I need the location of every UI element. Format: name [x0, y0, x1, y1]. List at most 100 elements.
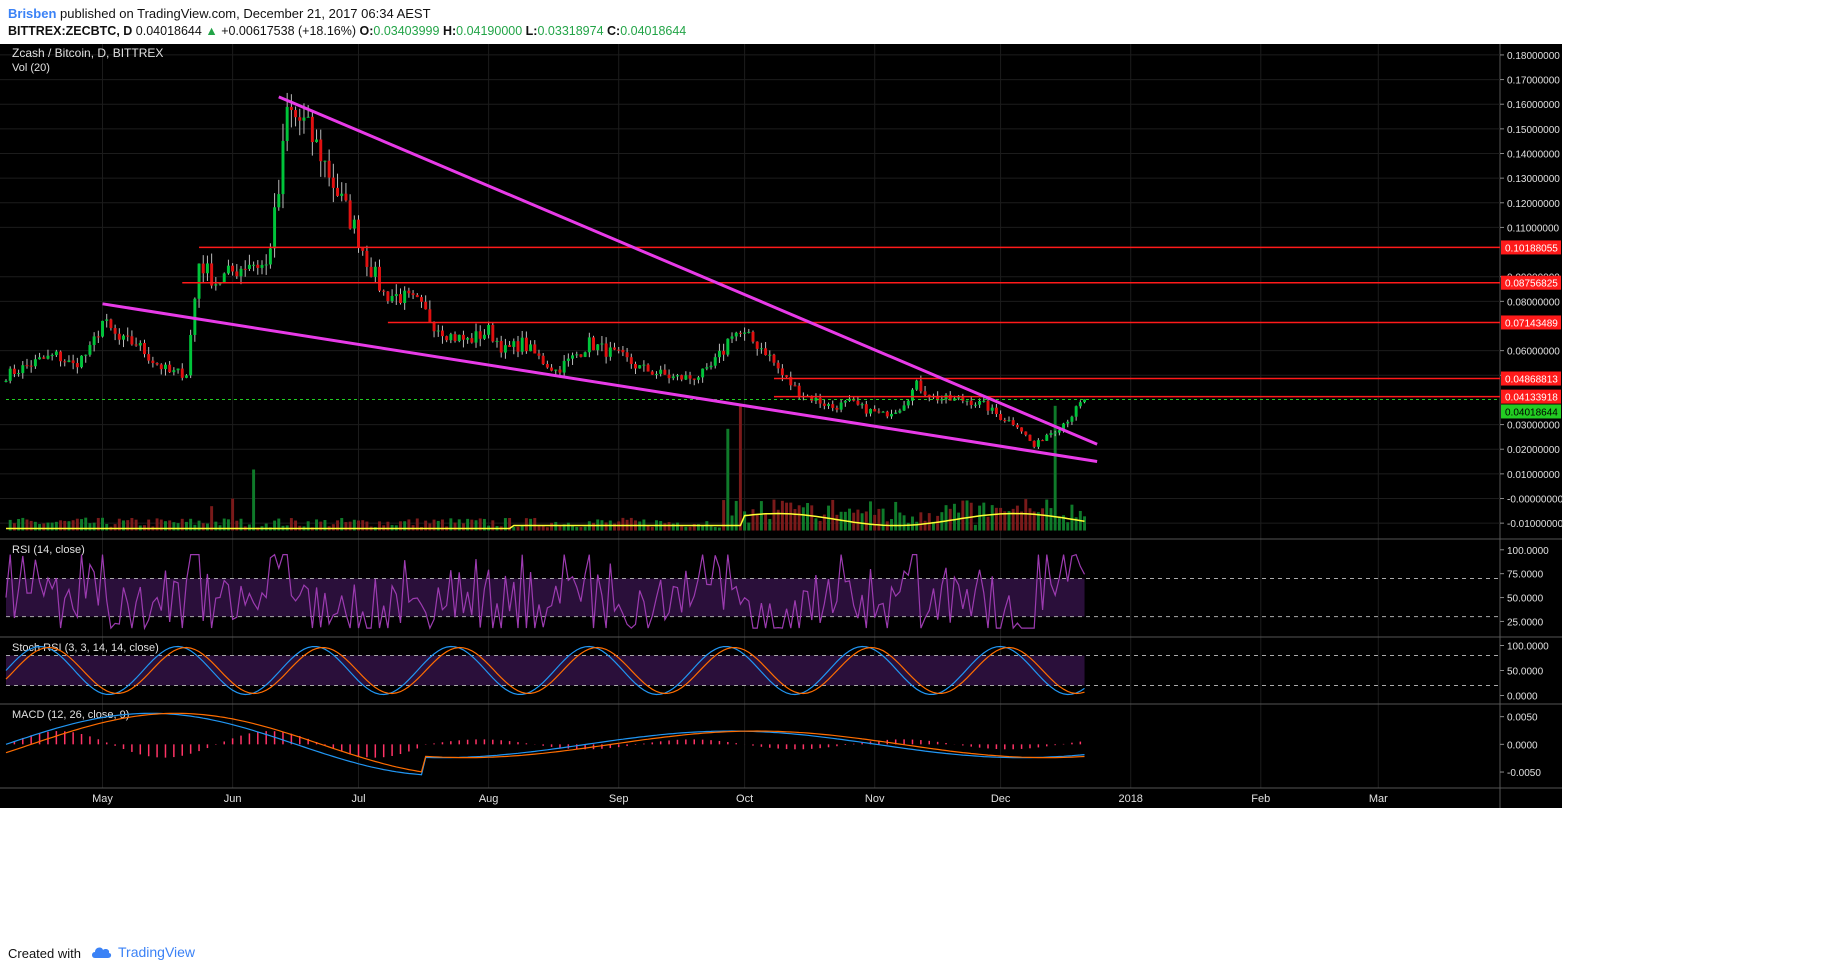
volume-bar: [961, 500, 965, 531]
volume-bar: [734, 500, 738, 531]
price-tick-label: 0.17000000: [1507, 76, 1560, 87]
candle-body: [613, 347, 616, 350]
candle-body: [571, 355, 575, 359]
volume-bar: [231, 498, 235, 531]
candle-body: [898, 410, 902, 413]
volume-bar: [814, 518, 818, 531]
volume-bar: [613, 523, 616, 531]
volume-bar: [235, 520, 239, 531]
volume-bar: [101, 517, 104, 531]
candle-body: [92, 336, 96, 346]
candle-body: [84, 354, 88, 356]
volume-bar: [126, 520, 130, 531]
candle-body: [734, 332, 738, 337]
candle-body: [54, 351, 58, 356]
candle-body: [646, 364, 650, 372]
volume-bar: [931, 521, 935, 531]
candle-body: [46, 355, 50, 359]
plot-background: [0, 44, 1500, 808]
volume-bar: [67, 521, 71, 531]
candle-body: [17, 373, 21, 375]
candle-body: [445, 336, 449, 341]
price-tick-label: 0.08000000: [1507, 297, 1560, 308]
volume-bar: [856, 509, 860, 531]
volume-bar: [294, 520, 298, 531]
volume-bar: [835, 514, 839, 531]
volume-bar: [466, 518, 470, 531]
candle-body: [38, 357, 42, 360]
volume-bar: [793, 509, 797, 531]
volume-bar: [722, 500, 726, 531]
candle-body: [550, 367, 554, 371]
level-price-label: 0.10188055: [1505, 243, 1558, 254]
last-price: 0.04018644: [135, 24, 202, 38]
volume-bar: [1041, 508, 1045, 531]
volume-bar: [789, 502, 793, 531]
volume-bar: [864, 511, 868, 531]
low-label: L:: [525, 24, 538, 38]
volume-bar: [952, 503, 956, 531]
candle-body: [990, 407, 994, 411]
volume-bar: [881, 508, 885, 531]
candle-body: [617, 349, 621, 351]
candle-body: [88, 345, 92, 355]
volume-bar: [8, 519, 12, 531]
rsi-tick-label: 100.0000: [1507, 546, 1549, 557]
candle-body: [982, 400, 986, 402]
candle-body: [193, 298, 197, 335]
candle-body: [298, 117, 302, 121]
candle-body: [986, 400, 990, 411]
price-chart[interactable]: May Jun Jul Aug Sep Oct Nov Dec 2018 Feb Mar 0.1800…: [0, 44, 1824, 934]
candle-body: [310, 116, 314, 143]
candle-body: [466, 338, 470, 340]
volume-bar: [352, 519, 356, 531]
volume-bar: [184, 521, 188, 531]
volume-bar: [168, 520, 172, 531]
volume-bar: [743, 511, 747, 531]
candle-body: [692, 378, 696, 380]
candle-body: [436, 330, 440, 332]
candle-body: [474, 331, 478, 343]
current-price-label: 0.04018644: [1505, 407, 1558, 418]
volume-bar: [709, 526, 713, 531]
candle-body: [848, 398, 851, 401]
candle-body: [843, 400, 847, 403]
volume-bar: [201, 523, 205, 531]
volume-bar: [440, 519, 444, 531]
candle-body: [856, 400, 860, 405]
volume-bar: [252, 469, 256, 531]
candle-body: [906, 400, 910, 406]
candle-body: [508, 345, 512, 347]
tradingview-logo[interactable]: TradingView: [90, 944, 195, 960]
candle-body: [29, 365, 33, 367]
volume-ma-line: [6, 512, 1085, 530]
rsi-tick-label: 50.0000: [1507, 594, 1544, 605]
candle-body: [512, 341, 516, 347]
candle-body: [424, 301, 428, 310]
volume-bar: [566, 522, 570, 531]
candle-body: [21, 365, 25, 374]
volume-bar: [973, 524, 977, 531]
volume-bar: [667, 522, 671, 531]
volume-bar: [357, 520, 360, 531]
volume-bar: [130, 517, 134, 531]
volume-bar: [403, 521, 407, 531]
volume-bar: [860, 513, 864, 531]
x-tick-label: Nov: [865, 793, 885, 805]
stoch-title: Stoch RSI (3, 3, 14, 14, close): [12, 642, 159, 654]
candle-body: [415, 295, 419, 298]
candle-body: [344, 193, 348, 201]
volume-bar: [629, 517, 633, 531]
volume-bar: [457, 519, 461, 531]
low-value: 0.03318974: [537, 24, 604, 38]
candle-body: [994, 407, 998, 415]
volume-bar: [1036, 512, 1040, 531]
candle-body: [336, 187, 340, 196]
author-link[interactable]: Brisben: [8, 6, 57, 21]
volume-bar: [63, 520, 67, 531]
volume-bar: [772, 499, 776, 531]
candle-body: [709, 365, 713, 368]
candle-body: [529, 344, 533, 352]
volume-bar: [919, 512, 923, 531]
volume-bar: [516, 526, 520, 531]
